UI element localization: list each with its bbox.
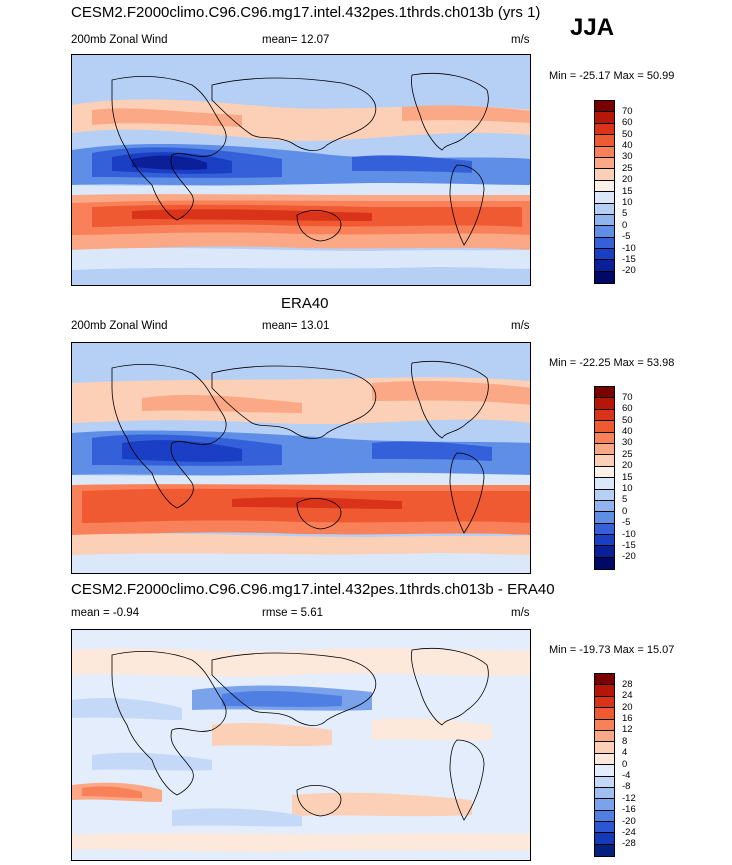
colorbar-tick-label: 40 <box>622 425 633 437</box>
colorbar-tick-label: 60 <box>622 117 633 129</box>
panel-2-variable: 200mb Zonal Wind <box>71 320 168 332</box>
colorbar-tick-label: 30 <box>622 437 633 449</box>
colorbar-tick-label: -20 <box>622 815 636 827</box>
colorbar-tick-label: 20 <box>622 174 633 186</box>
panel-2-minmax: Min = -22.25 Max = 53.98 <box>549 357 675 369</box>
colorbar-tick-label: -10 <box>622 242 636 254</box>
colorbar-tick-label: -12 <box>622 792 636 804</box>
colorbar-tick-label: 20 <box>622 701 633 713</box>
panel-1-map <box>71 54 531 286</box>
colorbar-tick-label: 30 <box>622 151 633 163</box>
panel-3-units: m/s <box>511 607 530 619</box>
colorbar-tick-label: 0 <box>622 219 628 231</box>
colorbar-tick-label: -20 <box>622 551 636 563</box>
colorbar-tick-label: -4 <box>622 769 631 781</box>
panel-2-contour-map <box>72 343 530 573</box>
colorbar-tick-label: -20 <box>622 265 636 277</box>
colorbar-tick-label: -16 <box>622 804 636 816</box>
colorbar-tick-label: 50 <box>622 414 633 426</box>
panel-2-units: m/s <box>511 320 530 332</box>
colorbar-tick-label: 40 <box>622 139 633 151</box>
panel-1-units: m/s <box>511 34 530 46</box>
colorbar-tick-label: 16 <box>622 712 633 724</box>
panel-3-colorbar <box>594 673 615 858</box>
colorbar-tick-label: 8 <box>622 735 628 747</box>
panel-3-map <box>71 629 531 861</box>
colorbar-tick-label: 10 <box>622 482 633 494</box>
colorbar-tick-label: 70 <box>622 105 633 117</box>
panel-3-title: CESM2.F2000climo.C96.C96.mg17.intel.432p… <box>71 581 555 598</box>
panel-2-colorbar <box>594 386 615 571</box>
panel-2-title: ERA40 <box>281 295 329 312</box>
colorbar-tick-label: 12 <box>622 724 633 736</box>
colorbar-tick-label: -8 <box>622 781 631 793</box>
colorbar-tick-label: 15 <box>622 185 633 197</box>
colorbar-tick-label: 60 <box>622 403 633 415</box>
panel-3-minmax: Min = -19.73 Max = 15.07 <box>549 644 675 656</box>
colorbar-tick-label: 10 <box>622 196 633 208</box>
panel-1-minmax: Min = -25.17 Max = 50.99 <box>549 70 675 82</box>
panel-3-mean: mean = -0.94 <box>71 607 140 619</box>
colorbar-tick-label: 28 <box>622 678 633 690</box>
colorbar-tick-label: -15 <box>622 253 636 265</box>
panel-1-contour-map <box>72 55 530 285</box>
colorbar-tick-label: 5 <box>622 494 628 506</box>
panel-3-contour-map <box>72 630 530 860</box>
colorbar-tick-label: 0 <box>622 758 628 770</box>
colorbar-tick-label: 50 <box>622 128 633 140</box>
season-label: JJA <box>570 14 615 41</box>
colorbar-tick-label: -15 <box>622 539 636 551</box>
colorbar-tick-label: 15 <box>622 471 633 483</box>
colorbar-tick-label: -24 <box>622 826 636 838</box>
colorbar-tick-label: -5 <box>622 517 631 529</box>
panel-1-colorbar <box>594 100 615 285</box>
panel-3-rmse: rmse = 5.61 <box>262 607 324 619</box>
colorbar-tick-label: -5 <box>622 231 631 243</box>
colorbar-tick-label: 25 <box>622 162 633 174</box>
colorbar-tick-label: -28 <box>622 838 636 850</box>
panel-2-mean: mean= 13.01 <box>262 320 330 332</box>
panel-1-variable: 200mb Zonal Wind <box>71 34 168 46</box>
panel-2-map <box>71 342 531 574</box>
colorbar-tick-label: -10 <box>622 528 636 540</box>
colorbar-tick-label: 5 <box>622 208 628 220</box>
colorbar-tick-label: 25 <box>622 448 633 460</box>
panel-1-mean: mean= 12.07 <box>262 34 330 46</box>
colorbar-tick-label: 70 <box>622 391 633 403</box>
colorbar-tick-label: 0 <box>622 505 628 517</box>
colorbar-tick-label: 20 <box>622 460 633 472</box>
panel-1-title: CESM2.F2000climo.C96.C96.mg17.intel.432p… <box>71 4 541 21</box>
colorbar-tick-label: 4 <box>622 747 628 759</box>
colorbar-tick-label: 24 <box>622 690 633 702</box>
